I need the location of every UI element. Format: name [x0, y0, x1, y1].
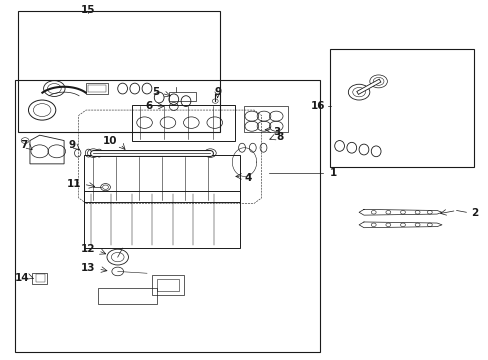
Bar [36, 274, 44, 282]
Circle shape [87, 149, 99, 157]
Text: 16: 16 [310, 102, 325, 112]
Bar [329, 49, 473, 167]
Bar [86, 83, 108, 94]
Text: 4: 4 [244, 173, 251, 183]
Text: 9: 9 [68, 140, 75, 150]
Bar [132, 105, 234, 140]
Bar [88, 85, 105, 92]
Text: 12: 12 [81, 244, 96, 254]
Text: 7: 7 [20, 140, 27, 150]
Bar [83, 155, 239, 202]
Bar [18, 12, 220, 132]
Bar [32, 273, 47, 284]
Bar [244, 107, 288, 132]
Text: 6: 6 [145, 101, 153, 111]
Text: 3: 3 [273, 127, 281, 136]
Circle shape [101, 184, 110, 191]
Text: 9: 9 [214, 87, 221, 97]
Text: 13: 13 [81, 263, 96, 273]
Text: 15: 15 [81, 5, 96, 15]
Text: 8: 8 [276, 132, 283, 142]
Text: 5: 5 [152, 87, 159, 97]
Bar [152, 275, 183, 295]
Circle shape [21, 138, 29, 143]
Text: 11: 11 [66, 179, 81, 189]
Text: 2: 2 [470, 208, 478, 218]
Text: 14: 14 [14, 273, 29, 283]
Text: 10: 10 [103, 136, 118, 146]
Bar [83, 191, 239, 248]
Bar [157, 279, 178, 291]
Circle shape [204, 149, 216, 157]
Text: 1: 1 [329, 168, 336, 178]
Bar [15, 80, 320, 352]
Bar [98, 288, 157, 304]
Bar [168, 92, 195, 101]
